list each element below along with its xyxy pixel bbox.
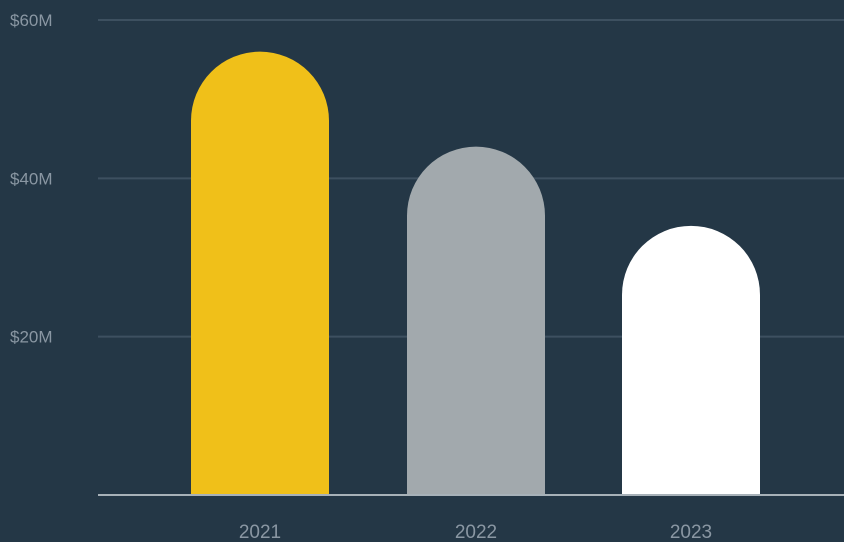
bars — [191, 51, 760, 496]
x-category-label: 2023 — [670, 522, 712, 542]
bar-2021 — [191, 51, 329, 496]
bar-2023 — [622, 225, 760, 495]
x-category-label: 2021 — [239, 522, 281, 542]
y-tick-label: $40M — [10, 169, 53, 188]
y-axis-tick-labels: $20M $40M $60M — [10, 11, 53, 347]
bar-2022 — [407, 146, 545, 495]
x-axis-category-labels: 2021 2022 2023 — [239, 522, 712, 542]
y-tick-label: $60M — [10, 11, 53, 30]
x-category-label: 2022 — [455, 522, 497, 542]
y-tick-label: $20M — [10, 328, 53, 347]
